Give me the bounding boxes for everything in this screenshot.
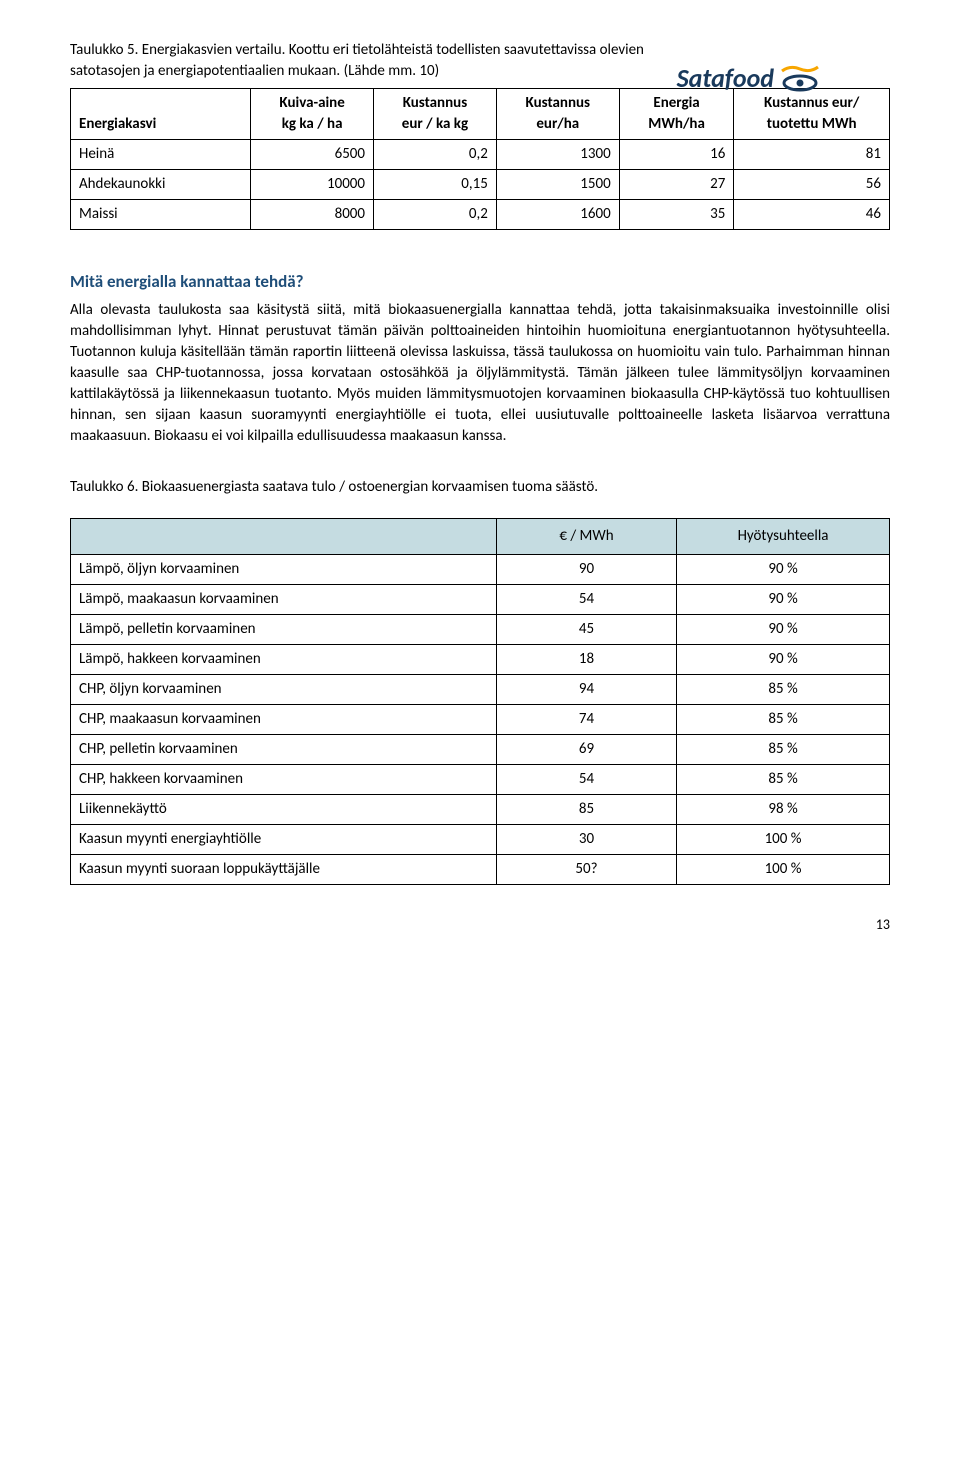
- row-label: CHP, pelletin korvaaminen: [71, 734, 497, 764]
- section-heading: Mitä energialla kannattaa tehdä?: [70, 270, 890, 294]
- row-value: 46: [734, 200, 890, 230]
- row-value: 94: [496, 674, 676, 704]
- table2-header-cell: [71, 518, 497, 554]
- row-value: 1300: [496, 140, 619, 170]
- table5-caption-line1: Taulukko 5. Energiakasvien vertailu. Koo…: [70, 41, 644, 59]
- row-label: Lämpö, pelletin korvaaminen: [71, 614, 497, 644]
- row-label: Ahdekaunokki: [71, 170, 251, 200]
- table2-header-cell: € / MWh: [496, 518, 676, 554]
- body-paragraph: Alla olevasta taulukosta saa käsitystä s…: [70, 300, 890, 447]
- table-row: Liikennekäyttö8598 %: [71, 794, 890, 824]
- table-row: Ahdekaunokki100000,1515002756: [71, 170, 890, 200]
- brand-logo: Satafood: [677, 60, 820, 96]
- table-row: Maissi80000,216003546: [71, 200, 890, 230]
- logo-text: Satafood: [677, 60, 774, 96]
- row-value: 85: [496, 794, 676, 824]
- row-value: 18: [496, 644, 676, 674]
- table-biogas-income: € / MWhHyötysuhteella Lämpö, öljyn korva…: [70, 518, 890, 885]
- row-value: 90 %: [677, 554, 890, 584]
- row-value: 10000: [251, 170, 374, 200]
- table1-header-cell: Kustannuseur / ka kg: [374, 89, 497, 140]
- row-value: 0,2: [374, 200, 497, 230]
- row-value: 50?: [496, 854, 676, 884]
- row-value: 90: [496, 554, 676, 584]
- logo-icon: [780, 63, 820, 93]
- table2-header-cell: Hyötysuhteella: [677, 518, 890, 554]
- row-value: 30: [496, 824, 676, 854]
- row-label: Kaasun myynti suoraan loppukäyttäjälle: [71, 854, 497, 884]
- row-value: 90 %: [677, 644, 890, 674]
- row-value: 45: [496, 614, 676, 644]
- row-label: CHP, öljyn korvaaminen: [71, 674, 497, 704]
- row-value: 6500: [251, 140, 374, 170]
- row-label: CHP, maakaasun korvaaminen: [71, 704, 497, 734]
- row-value: 1600: [496, 200, 619, 230]
- row-value: 8000: [251, 200, 374, 230]
- row-value: 100 %: [677, 824, 890, 854]
- table-row: Heinä65000,213001681: [71, 140, 890, 170]
- table-row: CHP, hakkeen korvaaminen5485 %: [71, 764, 890, 794]
- table-row: CHP, pelletin korvaaminen6985 %: [71, 734, 890, 764]
- row-value: 1500: [496, 170, 619, 200]
- row-value: 98 %: [677, 794, 890, 824]
- table6-caption: Taulukko 6. Biokaasuenergiasta saatava t…: [70, 477, 890, 498]
- row-label: Maissi: [71, 200, 251, 230]
- row-value: 56: [734, 170, 890, 200]
- row-value: 16: [619, 140, 734, 170]
- table-row: Lämpö, öljyn korvaaminen9090 %: [71, 554, 890, 584]
- row-label: Lämpö, maakaasun korvaaminen: [71, 584, 497, 614]
- table5-caption-line2: satotasojen ja energiapotentiaalien muka…: [70, 62, 439, 80]
- table1-header-cell: Energiakasvi: [71, 89, 251, 140]
- table1-header-cell: Kustannuseur/ha: [496, 89, 619, 140]
- row-label: Lämpö, hakkeen korvaaminen: [71, 644, 497, 674]
- row-value: 69: [496, 734, 676, 764]
- row-value: 35: [619, 200, 734, 230]
- row-value: 90 %: [677, 614, 890, 644]
- row-label: Lämpö, öljyn korvaaminen: [71, 554, 497, 584]
- row-value: 85 %: [677, 674, 890, 704]
- page-number: 13: [70, 915, 890, 935]
- row-value: 54: [496, 764, 676, 794]
- table-energy-crops: EnergiakasviKuiva-ainekg ka / haKustannu…: [70, 88, 890, 230]
- table-row: Lämpö, maakaasun korvaaminen5490 %: [71, 584, 890, 614]
- row-label: CHP, hakkeen korvaaminen: [71, 764, 497, 794]
- row-value: 54: [496, 584, 676, 614]
- table-row: Kaasun myynti energiayhtiölle30100 %: [71, 824, 890, 854]
- row-label: Heinä: [71, 140, 251, 170]
- row-value: 85 %: [677, 704, 890, 734]
- table1-header-cell: Kuiva-ainekg ka / ha: [251, 89, 374, 140]
- row-value: 90 %: [677, 584, 890, 614]
- table-row: Kaasun myynti suoraan loppukäyttäjälle50…: [71, 854, 890, 884]
- row-value: 100 %: [677, 854, 890, 884]
- row-value: 85 %: [677, 734, 890, 764]
- row-value: 0,15: [374, 170, 497, 200]
- table-row: Lämpö, pelletin korvaaminen4590 %: [71, 614, 890, 644]
- row-value: 81: [734, 140, 890, 170]
- row-label: Liikennekäyttö: [71, 794, 497, 824]
- row-label: Kaasun myynti energiayhtiölle: [71, 824, 497, 854]
- table-row: CHP, öljyn korvaaminen9485 %: [71, 674, 890, 704]
- table-row: CHP, maakaasun korvaaminen7485 %: [71, 704, 890, 734]
- row-value: 85 %: [677, 764, 890, 794]
- row-value: 27: [619, 170, 734, 200]
- row-value: 0,2: [374, 140, 497, 170]
- table-row: Lämpö, hakkeen korvaaminen1890 %: [71, 644, 890, 674]
- row-value: 74: [496, 704, 676, 734]
